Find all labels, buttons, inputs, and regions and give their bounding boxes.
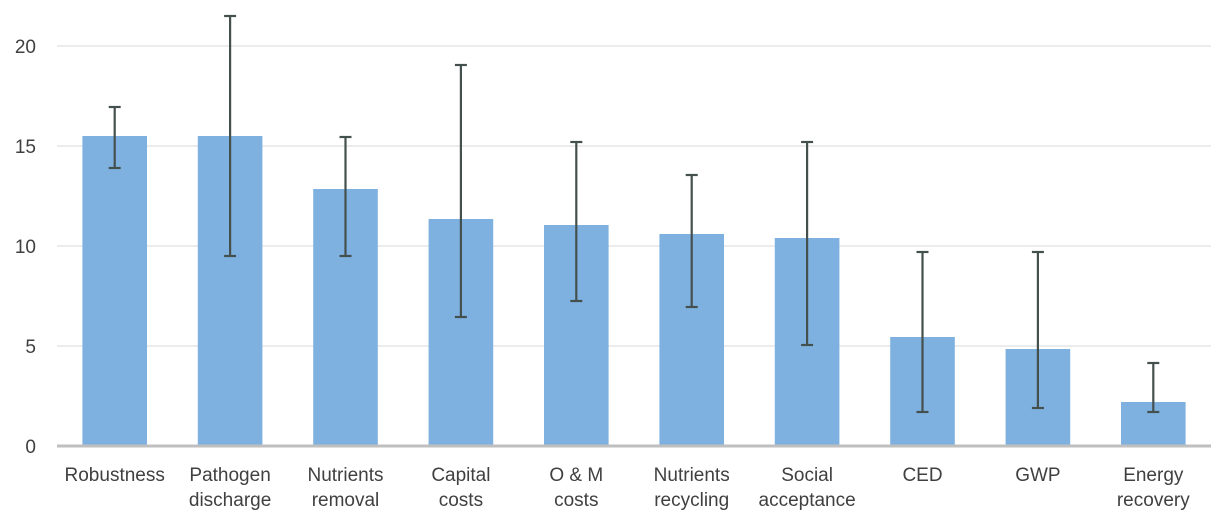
error-bar [1031, 250, 1044, 410]
error-bar [224, 14, 237, 258]
error-bar [339, 135, 352, 258]
error-bars [108, 14, 1160, 414]
x-category-label: Energy [1123, 465, 1184, 486]
y-tick-label: 15 [15, 137, 36, 158]
x-category-label: Nutrients [307, 465, 383, 486]
y-tick-label: 20 [15, 37, 36, 58]
x-category-label: recovery [1117, 490, 1190, 511]
x-category-label: costs [554, 490, 598, 511]
x-category-label: acceptance [759, 490, 856, 511]
y-tick-label: 10 [15, 237, 36, 258]
x-category-label: GWP [1015, 465, 1060, 486]
x-category-label: Pathogen [189, 465, 270, 486]
x-category-label: Capital [431, 465, 490, 486]
x-category-label: removal [312, 490, 380, 511]
error-bar [454, 63, 467, 319]
x-category-label: CED [902, 465, 942, 486]
error-bar [108, 105, 121, 170]
y-tick-label: 0 [25, 437, 36, 458]
error-bar [916, 250, 929, 414]
y-axis-tick-labels: 0 5 10 15 20 [15, 37, 36, 458]
x-category-label: costs [439, 490, 483, 511]
x-category-label: recycling [654, 490, 729, 511]
y-tick-label: 5 [25, 337, 36, 358]
error-bar [570, 140, 583, 303]
error-bar [1147, 361, 1160, 414]
error-bar [801, 140, 814, 347]
x-category-label: Nutrients [654, 465, 730, 486]
x-axis-category-labels: Robustness Pathogen discharge Nutrients remo… [65, 465, 1191, 511]
x-category-label: discharge [189, 490, 271, 511]
x-category-label: O & M [549, 465, 603, 486]
x-category-label: Robustness [65, 465, 165, 486]
error-bar [685, 173, 698, 309]
bars [82, 136, 1186, 446]
x-category-label: Social [781, 465, 833, 486]
bar [82, 136, 148, 446]
